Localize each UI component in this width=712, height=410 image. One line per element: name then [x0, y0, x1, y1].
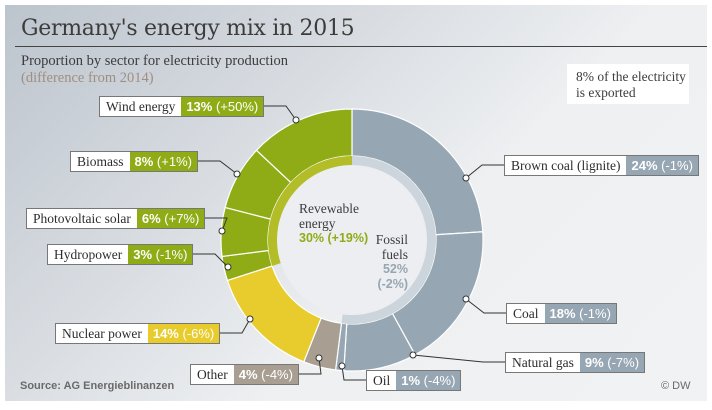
leader-dot-coal	[462, 295, 470, 303]
label-name: Biomass	[71, 152, 130, 171]
label-value: 24% (-1%)	[626, 156, 698, 175]
label-value: 14% (-6%)	[147, 324, 220, 343]
label-photovoltaic-solar: Photovoltaic solar 6% (+7%)	[26, 208, 206, 229]
group-label-renewable: Revewable energy 30% (+19%)	[299, 201, 368, 246]
leader-dot-oil	[338, 362, 346, 370]
leader-dot-hydropower	[224, 263, 232, 271]
export-note-line2: is exported	[576, 85, 636, 100]
label-value: 4% (-4%)	[233, 365, 298, 384]
leader-dot-biomass	[233, 170, 241, 178]
label-name: Hydropower	[48, 245, 129, 264]
chart-subtitle: Proportion by sector for electricity pro…	[21, 53, 288, 69]
group-fossil-line2: fuels	[381, 247, 408, 262]
export-note-line1: 8% of the electricity	[576, 69, 686, 84]
export-note: 8% of the electricity is exported	[567, 64, 689, 104]
group-ring-renewable	[268, 156, 352, 266]
leader-dot-natural-gas	[409, 351, 417, 359]
leader-line-natural-gas	[412, 354, 505, 363]
label-nuclear-power: Nuclear power 14% (-6%)	[55, 323, 221, 344]
label-hydropower: Hydropower 3% (-1%)	[47, 244, 194, 265]
leader-dot-wind-energy	[292, 116, 300, 124]
label-value: 1% (-4%)	[396, 371, 461, 390]
group-renewable-value: 30% (+19%)	[299, 231, 369, 245]
leader-line-nuclear-power	[220, 318, 251, 334]
group-fossil-value: 52% (-2%)	[377, 262, 408, 291]
leader-line-biomass	[198, 160, 238, 175]
title-divider	[15, 46, 707, 47]
label-name: Brown coal (lignite)	[505, 156, 627, 175]
leader-line-photovoltaic-solar	[205, 217, 228, 232]
label-name: Natural gas	[506, 353, 580, 372]
label-name: Oil	[367, 371, 397, 390]
group-label-fossil: Fossil fuels 52% (-2%)	[350, 232, 408, 292]
label-coal: Coal 18% (-1%)	[506, 303, 617, 324]
group-renewable-line2: energy	[299, 216, 336, 231]
leader-line-hydropower	[193, 253, 229, 268]
group-renewable-line1: Revewable	[299, 201, 359, 216]
leader-line-brown-coal-lignite	[465, 164, 504, 179]
leader-line-other	[299, 357, 322, 375]
label-biomass: Biomass 8% (+1%)	[70, 151, 198, 172]
label-value: 6% (+7%)	[136, 209, 205, 228]
label-name: Coal	[507, 304, 545, 323]
donut-center	[277, 165, 427, 315]
leader-line-coal	[465, 298, 506, 314]
label-oil: Oil 1% (-4%)	[366, 370, 462, 391]
label-value: 8% (+1%)	[129, 152, 197, 171]
leader-line-wind-energy	[264, 105, 297, 121]
label-name: Wind energy	[100, 97, 182, 116]
label-value: 18% (-1%)	[544, 304, 616, 323]
label-name: Nuclear power	[56, 324, 148, 343]
label-name: Photovoltaic solar	[27, 209, 137, 228]
leader-dot-other	[315, 354, 323, 362]
chart-title: Germany's energy mix in 2015	[21, 16, 355, 41]
copyright-text: © DW	[661, 380, 691, 392]
label-value: 3% (-1%)	[128, 245, 193, 264]
label-value: 13% (+50%)	[181, 97, 264, 116]
label-natural-gas: Natural gas 9% (-7%)	[505, 352, 646, 373]
label-wind-energy: Wind energy 13% (+50%)	[99, 96, 265, 117]
label-brown-coal-lignite: Brown coal (lignite) 24% (-1%)	[504, 155, 699, 176]
group-fossil-line1: Fossil	[375, 232, 408, 247]
leader-dot-nuclear-power	[246, 315, 254, 323]
chart-subtitle-note: (difference from 2014)	[21, 70, 154, 86]
label-other: Other 4% (-4%)	[190, 364, 299, 385]
leader-line-oil	[341, 365, 366, 381]
label-name: Other	[191, 365, 234, 384]
label-value: 9% (-7%)	[579, 353, 645, 372]
leader-dot-brown-coal-lignite	[462, 174, 470, 182]
leader-dot-photovoltaic-solar	[218, 227, 226, 235]
source-text: Source: AG Energieblinanzen	[20, 380, 175, 392]
